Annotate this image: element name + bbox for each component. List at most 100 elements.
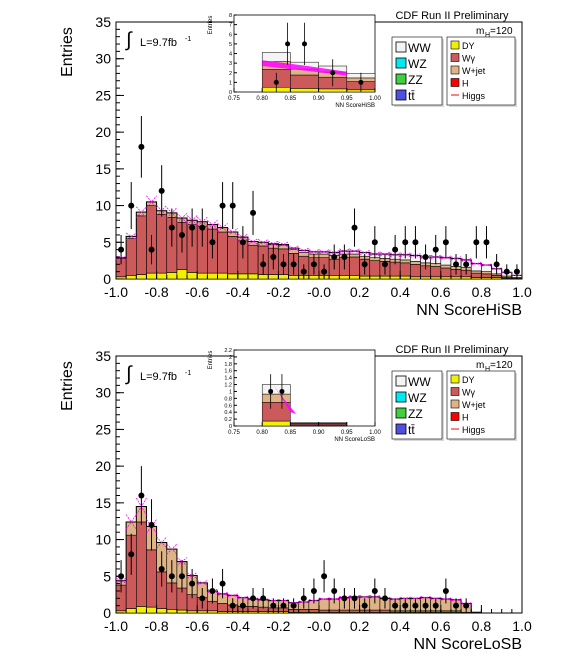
bar-dy-32 — [441, 277, 451, 279]
data-point-24 — [362, 603, 368, 609]
data-point-29 — [412, 603, 418, 609]
legend-label-r4: Higgs — [462, 425, 486, 435]
bar-dy-25 — [370, 276, 380, 279]
bar-dy-24 — [360, 276, 370, 279]
mass-value: =120 — [490, 360, 513, 371]
data-point-17 — [291, 603, 297, 609]
inset-x-tick-label-3: 0.90 — [313, 96, 325, 102]
data-point-12 — [240, 603, 246, 609]
lumi-exponent: -1 — [185, 370, 191, 377]
y-tick-label-3: 15 — [95, 161, 111, 177]
data-point-18 — [301, 269, 307, 275]
bar-dy-22 — [339, 275, 349, 279]
legend-label-r1: Wγ — [462, 388, 475, 398]
legend-label-r3: H — [462, 413, 469, 423]
inset-bar-2-0 — [290, 88, 318, 92]
data-point-5 — [169, 225, 175, 231]
bar-dy-26 — [380, 276, 390, 279]
inset-x-tick-label-1: 0.80 — [256, 430, 268, 436]
inset-bar-1-3 — [262, 53, 290, 62]
bar-wjet-16 — [278, 245, 288, 249]
bar-wgamma-2 — [136, 522, 146, 606]
bar-dy-14 — [258, 275, 268, 279]
data-point-6 — [179, 573, 185, 579]
bar-dy-2 — [136, 606, 146, 613]
mass-label: m — [476, 26, 484, 37]
bar-wgamma-2 — [136, 216, 146, 275]
bar-wgamma-4 — [157, 214, 167, 273]
bar-wgamma-3 — [146, 550, 156, 607]
bar-dy-5 — [167, 272, 177, 279]
data-point-22 — [341, 595, 347, 601]
legend-swatch-r1 — [451, 54, 459, 62]
inset-x-tick-label-2: 0.85 — [285, 430, 297, 436]
y-tick-label-2: 10 — [95, 198, 111, 214]
bar-dy-7 — [187, 272, 197, 279]
bar-wgamma-26 — [380, 610, 390, 612]
legend-swatch-2 — [396, 74, 406, 84]
data-point-3 — [149, 522, 155, 528]
data-point-27 — [392, 247, 398, 253]
x-tick-label-4: -0.2 — [266, 284, 290, 300]
data-point-18 — [301, 595, 307, 601]
bar-dy-17 — [289, 275, 299, 279]
bar-dy-11 — [228, 274, 238, 279]
x-tick-label-6: 0.2 — [350, 618, 370, 634]
inset-x-axis-label: NN ScoreHiSB — [335, 103, 375, 109]
bar-dy-6 — [177, 269, 187, 279]
x-tick-label-5: -0.0 — [307, 284, 331, 300]
y-axis-label: Entries — [59, 361, 76, 411]
bar-wgamma-13 — [248, 245, 258, 274]
data-point-32 — [443, 239, 449, 245]
data-point-16 — [280, 603, 286, 609]
x-tick-label-7: 0.4 — [390, 284, 410, 300]
data-point-26 — [382, 595, 388, 601]
data-point-7 — [189, 225, 195, 231]
x-axis-label: NN ScoreHiSB — [416, 302, 522, 319]
inset-y-tick-label-2: 2 — [229, 71, 232, 77]
y-tick-label-5: 25 — [95, 421, 111, 437]
inset-y-tick-label-0: 0 — [229, 90, 232, 96]
inset-y-tick-label-7: 7 — [229, 23, 232, 29]
bar-dy-7 — [187, 611, 197, 613]
bar-dy-19 — [309, 275, 319, 279]
data-point-11 — [230, 203, 236, 209]
y-tick-label-0: 0 — [103, 271, 111, 287]
bar-dy-9 — [207, 611, 217, 613]
inset-bar-1-2 — [262, 394, 290, 402]
data-point-20 — [321, 269, 327, 275]
data-point-31 — [433, 603, 439, 609]
legend-swatch-r2 — [451, 66, 459, 74]
legend-swatch-3 — [396, 90, 406, 100]
bar-wjet-28 — [400, 260, 410, 263]
data-point-35 — [473, 239, 479, 245]
data-point-11 — [230, 603, 236, 609]
data-point-9 — [209, 588, 215, 594]
chart-header: CDF Run II Preliminary — [395, 344, 509, 356]
inset-bar-2-1 — [290, 75, 318, 88]
data-point-6 — [179, 232, 185, 238]
legend-swatch-r1 — [451, 388, 459, 396]
bar-wgamma-10 — [218, 232, 228, 273]
bar-wjet-35 — [471, 271, 481, 273]
inset-y-tick-label-6: 1.2 — [224, 383, 232, 389]
legend-label-r4: Higgs — [462, 91, 486, 101]
inset-x-tick-label-3: 0.90 — [313, 430, 325, 436]
legend-label-3: tt̄ — [408, 89, 415, 103]
inset-y-tick-label-8: 1.6 — [224, 369, 232, 375]
data-point-15 — [270, 603, 276, 609]
data-point-28 — [402, 603, 408, 609]
bar-dy-8 — [197, 611, 207, 613]
bar-dy-31 — [431, 277, 441, 279]
inset-y-tick-label-1: 1 — [229, 80, 232, 86]
inset-y-tick-label-7: 1.4 — [224, 376, 232, 382]
inset-y-tick-label-2: 0.4 — [224, 410, 232, 416]
inset-x-tick-label-1: 0.80 — [256, 96, 268, 102]
data-point-27 — [392, 603, 398, 609]
data-point-2 — [138, 144, 144, 150]
bar-dy-3 — [146, 607, 156, 613]
inset-y-tick-label-3: 0.6 — [224, 403, 232, 409]
legend-swatch-1 — [396, 392, 406, 402]
